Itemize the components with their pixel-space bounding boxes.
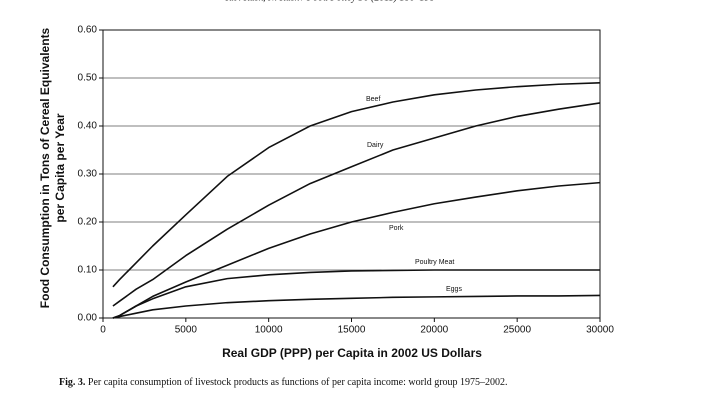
series-line [112,102,601,307]
x-tick-label: 5000 [175,325,198,336]
x-tick-label: 15000 [338,325,366,336]
x-axis-label: Real GDP (PPP) per Capita in 2002 US Dol… [222,346,482,360]
y-tick-label: 0.50 [78,73,98,84]
y-tick-label: 0.40 [78,121,98,132]
y-axis-label: per Capita per Year [53,113,67,222]
series-line [112,294,601,319]
y-axis-label: Food Consumption in Tons of Cereal Equiv… [38,27,52,308]
y-tick-label: 0.00 [78,313,98,324]
series-line [112,82,601,288]
x-tick-label: 10000 [255,325,283,336]
x-tick-label: 30000 [586,325,614,336]
x-tick-label: 25000 [503,325,531,336]
caption-label: Fig. 3. [59,377,86,388]
page-header: R.J. Rask, N. Rask / Food Policy 36 (201… [225,0,435,3]
series-label: Poultry Meat [415,259,454,266]
plot-frame [102,29,601,319]
figure-caption: Fig. 3. Per capita consumption of livest… [59,377,508,388]
series-label: Pork [389,225,404,232]
series-label: Eggs [446,286,462,293]
y-tick-label: 0.30 [78,169,98,180]
x-tick-label: 20000 [420,325,448,336]
series-label: Beef [366,96,380,103]
y-tick-label: 0.10 [78,265,98,276]
caption-text: Per capita consumption of livestock prod… [88,377,508,388]
y-tick-label: 0.60 [78,25,98,36]
series-line [112,269,600,319]
y-tick-label: 0.20 [78,217,98,228]
series-label: Dairy [367,142,384,149]
x-tick-label: 0 [100,325,106,336]
